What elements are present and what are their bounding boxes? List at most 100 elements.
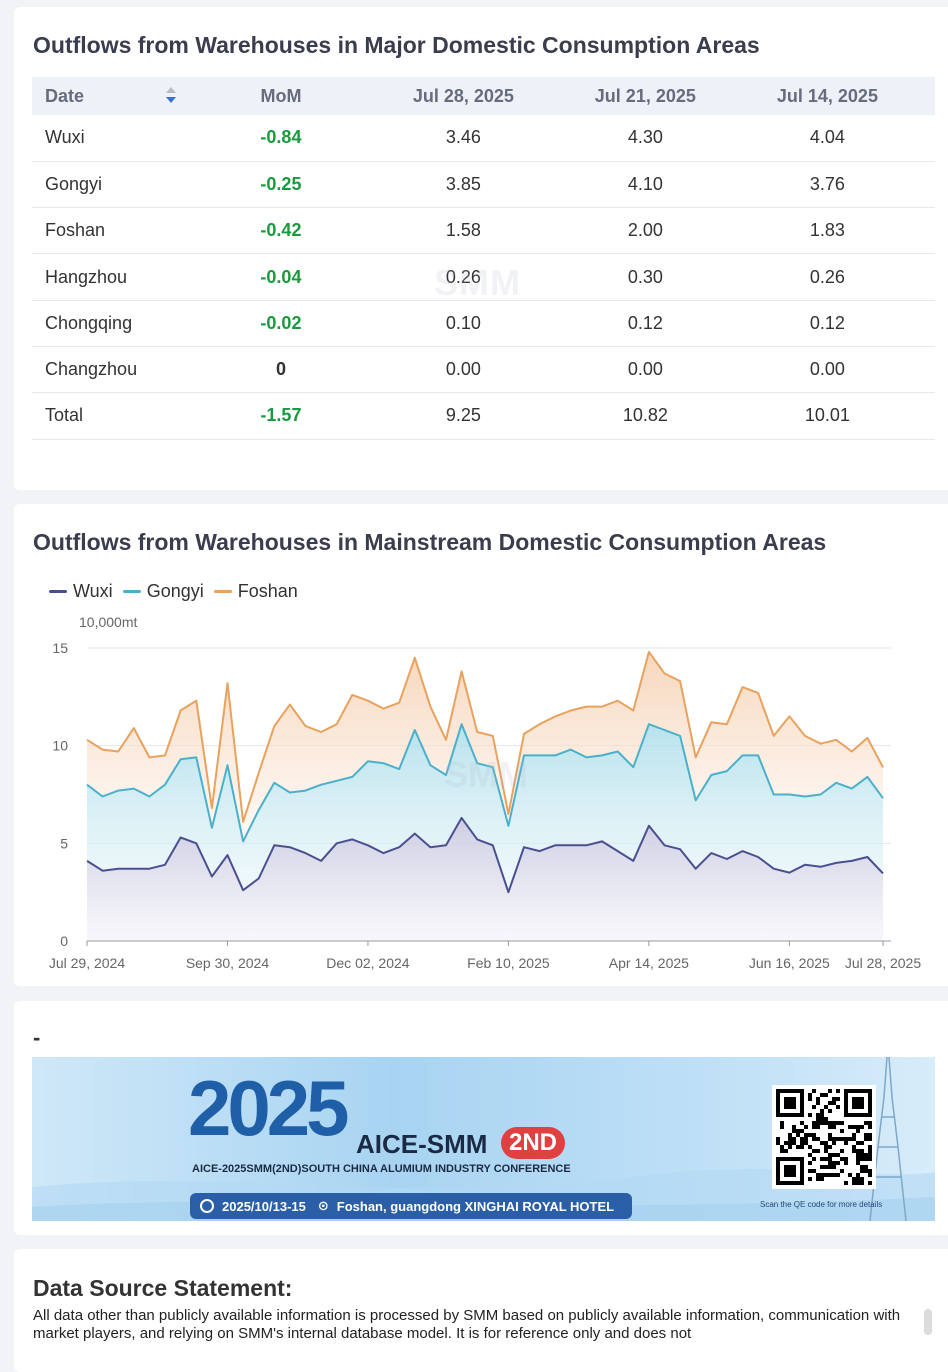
banner-location: Foshan, guangdong XINGHAI ROYAL HOTEL (336, 1198, 615, 1214)
legend-swatch (122, 590, 141, 593)
header-date-1: Jul 28, 2025 (412, 85, 514, 106)
row-name: Foshan (32, 207, 207, 255)
clock-icon (200, 1199, 214, 1213)
table-row: Changzhou 0 0.00 0.00 0.00 (32, 346, 935, 394)
qr-code[interactable] (772, 1085, 876, 1189)
x-tick-label: Sep 30, 2024 (186, 955, 270, 971)
chart-legend: Wuxi Gongyi Foshan (49, 581, 298, 602)
row-value: 0.12 (570, 300, 720, 347)
row-value: 2.00 (570, 207, 720, 255)
banner-date: 2025/10/13-15 (222, 1198, 306, 1214)
row-value: 3.76 (719, 161, 935, 209)
x-tick-label: Jul 29, 2024 (49, 955, 125, 971)
header-date-3: Jul 14, 2025 (776, 85, 878, 106)
y-tick-label: 0 (60, 933, 68, 949)
banner-year: 2025 (188, 1064, 350, 1152)
area-gongyi (87, 724, 883, 893)
table-row: Wuxi -0.84 3.46 4.30 4.04 (32, 115, 935, 162)
legend-swatch (213, 590, 232, 593)
row-name: Gongyi (32, 161, 207, 209)
location-pin-icon: ⊙ (317, 1198, 329, 1213)
legend-label: Wuxi (73, 581, 113, 601)
source-title: Data Source Statement: (33, 1275, 293, 1301)
table-row: Foshan -0.42 1.58 2.00 1.83 (32, 207, 935, 255)
legend-item-wuxi[interactable]: Wuxi (49, 581, 113, 602)
area-foshan (87, 651, 883, 842)
row-value: 3.85 (355, 161, 571, 209)
y-tick-label: 10 (52, 738, 68, 754)
table-row: Chongqing -0.02 0.10 0.12 0.12 (32, 300, 935, 347)
y-tick-label: 5 (60, 835, 68, 851)
chart-title: Outflows from Warehouses in Mainstream D… (33, 529, 827, 555)
row-mom: -0.25 (206, 161, 356, 209)
qr-caption: Scan the QE code for more details (760, 1200, 883, 1209)
row-mom: -1.57 (206, 392, 356, 440)
chart-card: Outflows from Warehouses in Mainstream D… (14, 504, 948, 986)
conference-banner[interactable]: 2025 AICE-SMM 2ND AICE-2025SMM(2ND)SOUTH… (32, 1057, 935, 1221)
header-mom: MoM (260, 85, 302, 106)
x-tick-label: Jun 16, 2025 (749, 955, 830, 971)
row-value: 9.25 (355, 392, 571, 440)
header-date-2: Jul 21, 2025 (594, 85, 696, 106)
x-tick-label: Jul 28, 2025 (845, 955, 921, 971)
row-value: 0.26 (719, 253, 935, 301)
table-watermark: SMM (434, 262, 521, 303)
banner-card-title: - (33, 1025, 41, 1050)
legend-item-gongyi[interactable]: Gongyi (122, 581, 204, 602)
row-value: 1.58 (355, 207, 571, 255)
series-line-foshan (86, 650, 884, 823)
row-value: 4.30 (570, 115, 720, 162)
row-value: 4.10 (570, 161, 720, 209)
table-row: Gongyi -0.25 3.85 4.10 3.76 (32, 161, 935, 209)
row-value: 0.10 (355, 300, 571, 347)
chart-watermark: SMM (444, 754, 528, 795)
banner-info-bar: 2025/10/13-15 ⊙ Foshan, guangdong XINGHA… (190, 1193, 632, 1219)
legend-label: Gongyi (146, 581, 204, 601)
y-tick-label: 15 (52, 640, 68, 656)
row-mom: -0.04 (206, 253, 356, 301)
x-tick-label: Dec 02, 2024 (326, 955, 409, 971)
banner-badge: 2ND (501, 1127, 566, 1159)
table-header-row: Date MoM Jul 28, 2025 Jul 21, 2025 Jul 1… (32, 77, 935, 115)
series-line-gongyi (86, 723, 884, 843)
row-value: 0.12 (719, 300, 935, 347)
row-value: 1.83 (719, 207, 935, 255)
row-value: 0.00 (719, 346, 935, 394)
x-tick-label: Apr 14, 2025 (609, 955, 689, 971)
tower-icon (869, 1057, 907, 1221)
table-card: Outflows from Warehouses in Major Domest… (14, 7, 948, 490)
legend-swatch (49, 590, 67, 593)
row-mom: -0.02 (206, 300, 356, 347)
y-axis-unit: 10,000mt (79, 614, 137, 630)
x-tick-label: Feb 10, 2025 (467, 955, 550, 971)
area-chart[interactable]: 10,000mt 0 5 10 15 Jul 29, 2024 Sep 30, 2024… (14, 504, 948, 986)
row-value: 0.00 (570, 346, 720, 394)
row-mom: 0 (206, 346, 356, 394)
source-text: All data other than publicly available i… (33, 1307, 901, 1342)
row-value: 0.26 (355, 253, 571, 301)
source-card: Data Source Statement: All data other th… (14, 1249, 948, 1372)
row-name: Chongqing (32, 300, 207, 347)
row-value: 3.46 (355, 115, 571, 162)
scrollbar[interactable] (924, 1309, 932, 1335)
table-row: Hangzhou -0.04 0.26 0.30 0.26 (32, 253, 935, 301)
row-mom: -0.42 (206, 207, 356, 255)
sort-icon[interactable] (165, 85, 177, 105)
row-mom: -0.84 (206, 115, 356, 162)
row-value: 4.04 (719, 115, 935, 162)
row-name: Changzhou (32, 346, 207, 394)
table-row: Total -1.57 9.25 10.82 10.01 (32, 392, 935, 440)
row-value: 0.30 (570, 253, 720, 301)
qr-code-image (776, 1089, 872, 1185)
row-name: Wuxi (32, 115, 207, 162)
legend-label: Foshan (237, 581, 298, 601)
area-wuxi (87, 817, 883, 941)
table-title: Outflows from Warehouses in Major Domest… (33, 32, 760, 58)
banner-card: - 2025 AICE-SMM 2ND AICE-2025SMM(2ND)SOU… (14, 1001, 948, 1235)
row-value: 10.82 (570, 392, 720, 440)
legend-item-foshan[interactable]: Foshan (213, 581, 298, 602)
row-value: 0.00 (355, 346, 571, 394)
row-name: Hangzhou (32, 253, 207, 301)
header-date[interactable]: Date (32, 77, 206, 115)
row-value: 10.01 (719, 392, 935, 440)
